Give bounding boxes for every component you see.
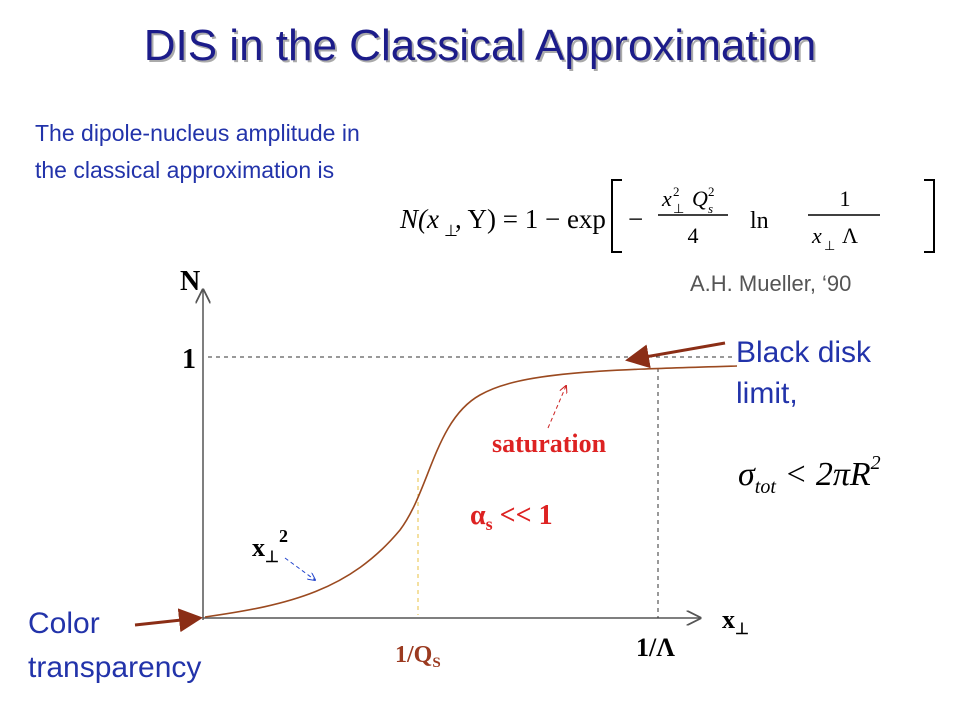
color-transparency-text: Color (28, 607, 100, 640)
citation: A.H. Mueller, ‘90 (690, 271, 851, 296)
x-mark: 1/Λ (636, 633, 675, 662)
formula-text: ln (750, 208, 769, 234)
formula-text: s (708, 201, 713, 216)
formula-text: x (661, 186, 672, 211)
x-perp-sq: x⊥2 (252, 526, 288, 566)
black-disk-text: Black disk (736, 336, 872, 369)
formula-text: 2 (708, 184, 715, 199)
black-disk-text: limit, (736, 377, 798, 410)
formula-text: , Y) = 1 − exp (455, 204, 606, 234)
formula-text: Q (692, 186, 708, 211)
formula-text: ⊥ (444, 223, 458, 240)
formula-text: Λ (842, 223, 858, 248)
formula-text: ⊥ (824, 238, 835, 253)
color-transparency-text: transparency (28, 651, 201, 684)
arrow (134, 608, 203, 633)
formula-text: − (628, 204, 643, 234)
formula-text: 4 (688, 223, 699, 248)
arrow (284, 557, 315, 580)
y-tick: 1 (182, 344, 196, 375)
x-mark: 1/QS (395, 642, 441, 671)
arrow (547, 386, 566, 429)
formula-text: x (811, 223, 822, 248)
intro-line: The dipole-nucleus amplitude in (35, 120, 360, 146)
x-axis-label: x⊥ (722, 605, 749, 638)
formula-text: 2 (673, 184, 680, 199)
formula-text: N(x (399, 204, 439, 234)
bracket (611, 179, 622, 253)
sigma-formula: σtot < 2πR2 (738, 452, 881, 498)
formula: N(x ⊥ , Y) = 1 − exp − x ⊥ 2 Q s 2 4 ln … (399, 179, 935, 253)
arrow (625, 341, 726, 369)
curve (204, 365, 738, 618)
formula-text: 1 (840, 186, 851, 211)
alpha-label: αs << 1 (470, 500, 553, 534)
title-shadow: DIS in the Classical Approximation (146, 23, 819, 72)
title: DIS in the Classical Approximation (144, 21, 817, 70)
formula-text: ⊥ (673, 201, 684, 216)
saturation-label: saturation (492, 429, 607, 458)
intro-line: the classical approximation is (35, 157, 334, 183)
y-axis-label: N (180, 266, 200, 297)
bracket (924, 179, 935, 253)
